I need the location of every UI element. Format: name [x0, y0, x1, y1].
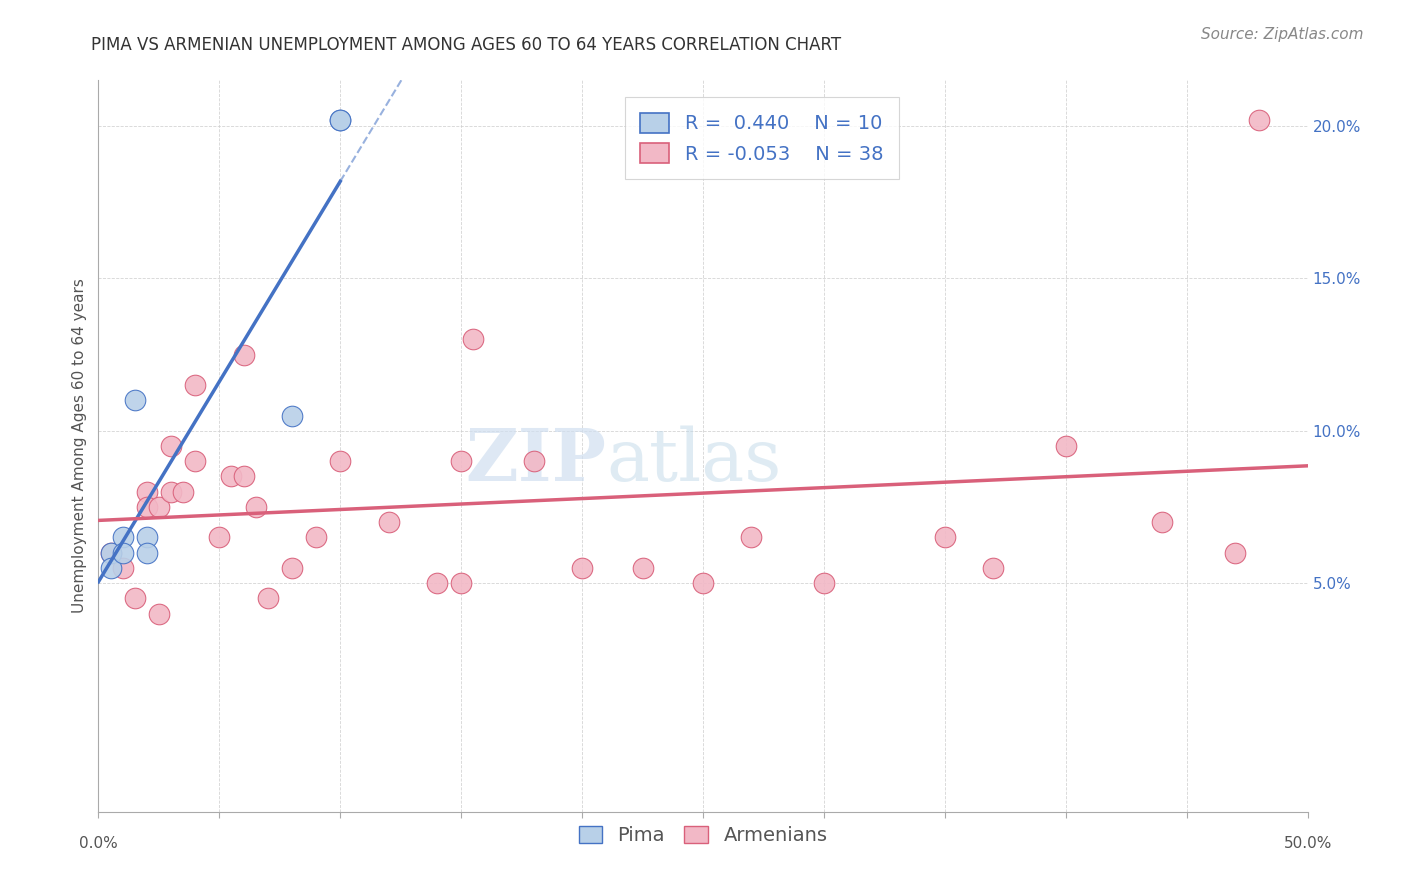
Point: [160, 439, 183, 453]
Legend: Pima, Armenians: Pima, Armenians: [571, 818, 835, 854]
Point: [124, 591, 146, 606]
Point: [934, 530, 956, 544]
Point: [100, 546, 122, 560]
Point: [245, 500, 267, 514]
Point: [450, 454, 472, 468]
Point: [463, 332, 485, 346]
Point: [135, 500, 157, 514]
Text: 0.0%: 0.0%: [79, 836, 118, 851]
Point: [100, 546, 122, 560]
Point: [100, 561, 122, 575]
Point: [571, 561, 593, 575]
Point: [692, 576, 714, 591]
Point: [281, 409, 304, 423]
Point: [981, 561, 1004, 575]
Point: [329, 112, 352, 127]
Point: [232, 469, 254, 483]
Point: [1152, 515, 1174, 529]
Point: [1249, 112, 1271, 127]
Y-axis label: Unemployment Among Ages 60 to 64 years: Unemployment Among Ages 60 to 64 years: [72, 278, 87, 614]
Point: [523, 454, 546, 468]
Point: [184, 378, 207, 392]
Text: PIMA VS ARMENIAN UNEMPLOYMENT AMONG AGES 60 TO 64 YEARS CORRELATION CHART: PIMA VS ARMENIAN UNEMPLOYMENT AMONG AGES…: [91, 36, 842, 54]
Point: [184, 454, 207, 468]
Point: [148, 500, 170, 514]
Point: [111, 530, 134, 544]
Point: [450, 576, 472, 591]
Point: [740, 530, 762, 544]
Point: [377, 515, 399, 529]
Point: [208, 530, 231, 544]
Point: [135, 546, 157, 560]
Point: [148, 607, 170, 621]
Point: [305, 530, 328, 544]
Point: [135, 530, 157, 544]
Point: [329, 454, 352, 468]
Point: [281, 561, 304, 575]
Point: [111, 561, 134, 575]
Text: atlas: atlas: [606, 425, 782, 496]
Point: [124, 393, 146, 408]
Text: Source: ZipAtlas.com: Source: ZipAtlas.com: [1201, 27, 1364, 42]
Point: [329, 112, 352, 127]
Point: [631, 561, 654, 575]
Point: [232, 347, 254, 362]
Point: [1223, 546, 1246, 560]
Text: ZIP: ZIP: [465, 425, 606, 496]
Point: [426, 576, 449, 591]
Point: [135, 484, 157, 499]
Point: [1054, 439, 1077, 453]
Point: [256, 591, 278, 606]
Point: [172, 484, 194, 499]
Point: [813, 576, 835, 591]
Text: 50.0%: 50.0%: [1284, 836, 1331, 851]
Point: [221, 469, 243, 483]
Point: [160, 484, 183, 499]
Point: [111, 546, 134, 560]
